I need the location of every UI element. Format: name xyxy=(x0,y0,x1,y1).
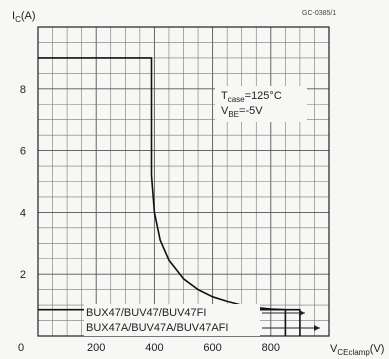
y-tick-label: 8 xyxy=(20,84,26,96)
x-tick-label: 800 xyxy=(262,342,280,354)
legend-box xyxy=(84,304,260,336)
y-tick-label: 6 xyxy=(20,146,26,158)
y-tick-label: 2 xyxy=(20,269,26,281)
y-axis-label: IC(A) xyxy=(12,10,36,24)
x-tick-label: 600 xyxy=(203,342,221,354)
condition-box xyxy=(215,86,307,122)
grid xyxy=(37,26,330,337)
ticks-group: 200 400 600 800 2 4 6 8 xyxy=(20,84,280,354)
legend-entry-1: BUX47/BUV47/BUV47FI xyxy=(86,307,206,319)
x-axis-label: VCEclamp(V) xyxy=(330,343,384,357)
x-tick-label: 200 xyxy=(87,342,105,354)
legend-entry-2: BUX47A/BUV47A/BUV47AFI xyxy=(86,322,228,334)
origin-label: 0 xyxy=(18,342,24,354)
series-line-1 xyxy=(38,57,287,336)
figure-code: GC-0385/1 xyxy=(302,10,336,17)
x-tick-label: 400 xyxy=(145,342,163,354)
condition-vbe: VBE=-5V xyxy=(221,105,263,119)
legend-arrowhead-2 xyxy=(314,325,320,331)
condition-tcase: Tcase=125°C xyxy=(221,90,282,104)
legend-arrowhead-1 xyxy=(299,310,305,316)
y-tick-label: 4 xyxy=(20,207,26,219)
